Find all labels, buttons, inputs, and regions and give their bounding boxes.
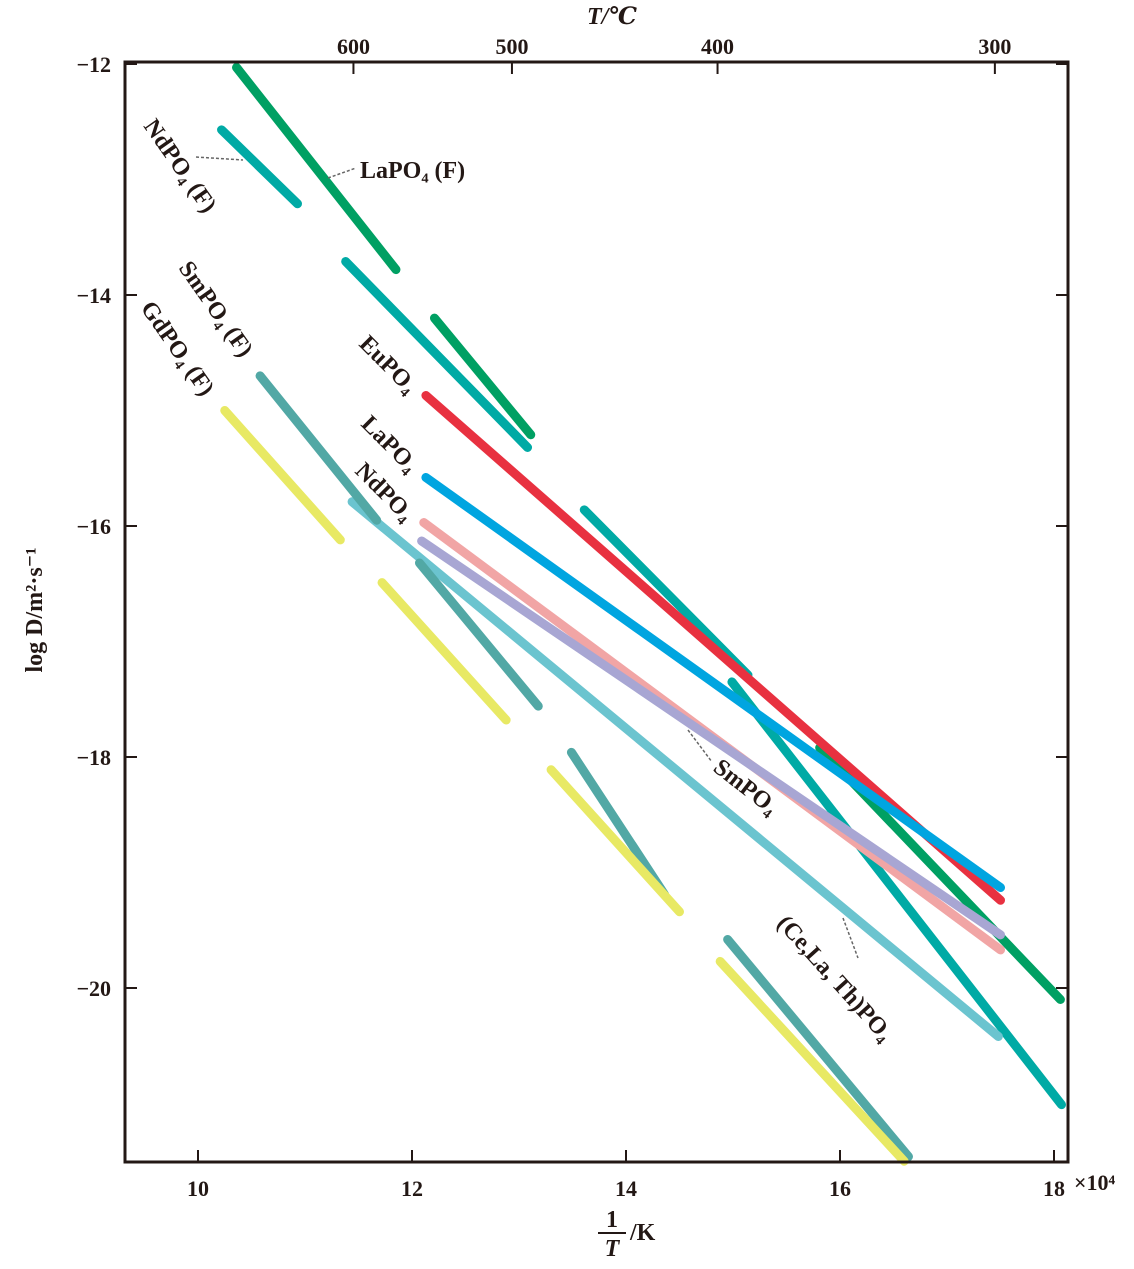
- series-7-segment-2: [566, 747, 670, 899]
- series-3-segment-0: [421, 472, 1005, 893]
- leader-lapo4-f: [327, 167, 357, 179]
- y-tick-label: −20: [76, 976, 111, 1001]
- x-tick-label: 16: [829, 1176, 851, 1201]
- series-7-segment-3: [723, 934, 913, 1162]
- label-celath-po4: (Ce,La, Th)PO₄: [772, 911, 898, 1047]
- x-label-denominator: T: [605, 1236, 621, 1262]
- series-7-segment-1: [414, 558, 543, 711]
- series-7-segment-0: [255, 371, 382, 525]
- series-0-segment-1: [429, 313, 536, 440]
- series-1-segment-2: [579, 505, 753, 680]
- leader-smpo4: [687, 729, 713, 763]
- x-label-unit: /K: [629, 1220, 656, 1246]
- y-tick-label: −12: [76, 52, 111, 77]
- series-1: [217, 125, 1066, 1110]
- series-3: [421, 472, 1005, 893]
- series-0-segment-0: [232, 62, 401, 275]
- top-tick-label: 400: [701, 34, 734, 59]
- top-tick-label: 500: [495, 34, 528, 59]
- series-1-segment-3: [727, 677, 1066, 1110]
- y-tick-label: −14: [76, 283, 111, 308]
- x-multiplier: ×10⁴: [1074, 1170, 1116, 1195]
- series-8-segment-2: [546, 765, 684, 917]
- x-tick-label: 10: [187, 1176, 209, 1201]
- series-5: [417, 536, 1005, 940]
- label-eupo4: EuPO₄: [354, 331, 422, 399]
- x-tick-label: 14: [615, 1176, 637, 1201]
- y-tick-label: −16: [76, 514, 111, 539]
- series-5-segment-0: [417, 536, 1005, 940]
- series-6: [347, 497, 1003, 1042]
- series-layer: [217, 62, 1066, 1166]
- label-ndpo4-f: NdPO₄ (F): [138, 115, 221, 218]
- leader-celath: [842, 917, 859, 959]
- top-tick-label: 300: [978, 34, 1011, 59]
- y-tick-label: −18: [76, 745, 111, 770]
- tick-layer: 10 12 14 16 18 −12 −14 −16 −18 −20 600 500 400 300: [76, 34, 1068, 1201]
- plot-frame: [123, 60, 1070, 1164]
- x-tick-label: 18: [1043, 1176, 1065, 1201]
- series-0: [232, 62, 1065, 1005]
- x-label-numerator: 1: [606, 1207, 618, 1233]
- series-8-segment-1: [377, 578, 511, 725]
- series-8-segment-0: [220, 406, 345, 545]
- x-tick-label: 12: [401, 1176, 423, 1201]
- top-axis-label: T/℃: [587, 4, 637, 30]
- top-tick-label: 600: [337, 34, 370, 59]
- series-7: [255, 371, 913, 1162]
- series-6-segment-0: [347, 497, 1003, 1042]
- leader-ndpo4-f: [195, 156, 244, 161]
- series-1-segment-1: [341, 257, 533, 452]
- series-8-segment-3: [715, 956, 909, 1166]
- series-1-segment-0: [217, 125, 303, 209]
- series-8: [220, 406, 909, 1166]
- y-axis-label: log D/m²·s⁻¹: [22, 547, 48, 672]
- label-lapo4-f: LaPO₄ (F): [360, 158, 465, 184]
